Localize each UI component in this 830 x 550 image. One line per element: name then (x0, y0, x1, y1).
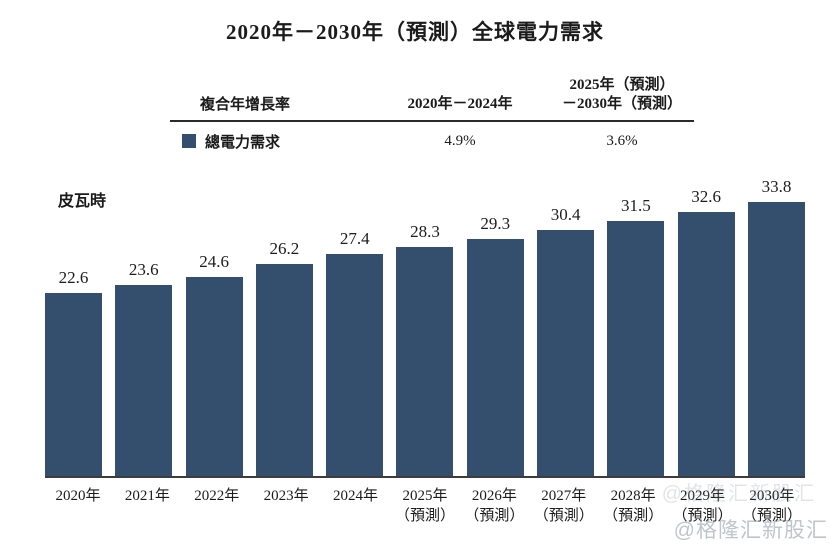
x-tick-label: 2026年 （預測） (464, 488, 525, 525)
bar-value-label: 23.6 (128, 260, 159, 279)
bar (45, 293, 102, 476)
y-axis-unit-label: 皮瓦時 (58, 193, 107, 210)
cagr-header-2025-2030-line2: －2030年（預測） (561, 95, 682, 112)
bar-column: 30.4 (537, 205, 595, 476)
bar-value-label: 33.8 (761, 177, 792, 196)
bar (115, 285, 173, 476)
cagr-table: 複合年增長率 2020年－2024年 2025年（預測） －2030年（預測） … (170, 76, 694, 152)
cagr-header-metric: 複合年增長率 (200, 96, 291, 113)
legend-square-icon (182, 134, 196, 148)
x-tick-label: 2021年 (124, 488, 170, 504)
x-tick-label: 2025年 （預測） (394, 488, 455, 525)
cagr-header-2025-2030: 2025年（預測） －2030年（預測） (550, 76, 694, 114)
bar (326, 254, 384, 476)
bar-value-label: 28.3 (410, 222, 440, 241)
bar-column: 31.5 (607, 196, 665, 476)
series-legend: 總電力需求 (170, 131, 370, 152)
bar (255, 264, 313, 476)
bar-value-label: 31.5 (621, 196, 651, 215)
bar-column: 27.4 (326, 229, 384, 476)
x-tick-label: 2023年 (263, 488, 309, 504)
bars-row: 22.6 23.6 24.6 26.2 27.4 28.3 29.3 30.4 31.5 32.6… (45, 176, 805, 476)
cagr-header-2025-2030-line1: 2025年（預測） (569, 77, 675, 93)
bar-value-label: 32.6 (691, 187, 722, 206)
page-title: 2020年－2030年（預測）全球電力需求 (226, 20, 604, 44)
x-tick-label: 2030年 （預測） (741, 488, 802, 525)
bar (537, 230, 595, 476)
bar (747, 202, 805, 476)
x-tick-label: 2022年 (194, 488, 240, 504)
bar-column: 22.6 (45, 268, 102, 476)
x-tick-label: 2027年 （預測） (533, 488, 594, 525)
cagr-table-row: 總電力需求 4.9% 3.6% (170, 122, 694, 152)
cagr-header-2020-2024: 2020年－2024年 (407, 95, 513, 112)
bar-column: 33.8 (747, 177, 805, 476)
bar-column: 32.6 (677, 187, 735, 476)
bar (396, 247, 454, 476)
bar (607, 221, 665, 476)
bar-value-label: 22.6 (58, 268, 89, 287)
x-axis-line (45, 476, 805, 478)
x-tick-label: 2024年 (333, 488, 379, 504)
cagr-table-header: 複合年增長率 2020年－2024年 2025年（預測） －2030年（預測） (170, 76, 694, 122)
bar-column: 28.3 (396, 222, 454, 476)
x-labels-row: 2020年 2021年 2022年 2023年 2024年 2025年 （預測） 2026年（… (45, 486, 805, 527)
bar-value-label: 27.4 (339, 229, 370, 248)
bar-value-label: 29.3 (480, 214, 511, 233)
x-tick-label: 2029年 （預測） (672, 488, 733, 525)
bar (466, 239, 524, 476)
bar (677, 212, 735, 476)
bar-value-label: 24.6 (199, 252, 229, 271)
bar-column: 24.6 (185, 252, 243, 476)
bar-column: 26.2 (255, 239, 313, 476)
cagr-value-2020-2024: 4.9% (444, 132, 476, 149)
bar (185, 277, 243, 476)
series-label: 總電力需求 (205, 134, 281, 151)
cagr-value-2025-2030: 3.6% (606, 132, 638, 149)
bar-value-label: 26.2 (269, 239, 300, 258)
x-tick-label: 2020年 (55, 488, 101, 504)
bar-column: 23.6 (115, 260, 173, 476)
x-tick-label: 2028年 （預測） (603, 488, 664, 525)
bar-column: 29.3 (466, 214, 524, 476)
bar-value-label: 30.4 (550, 205, 581, 224)
